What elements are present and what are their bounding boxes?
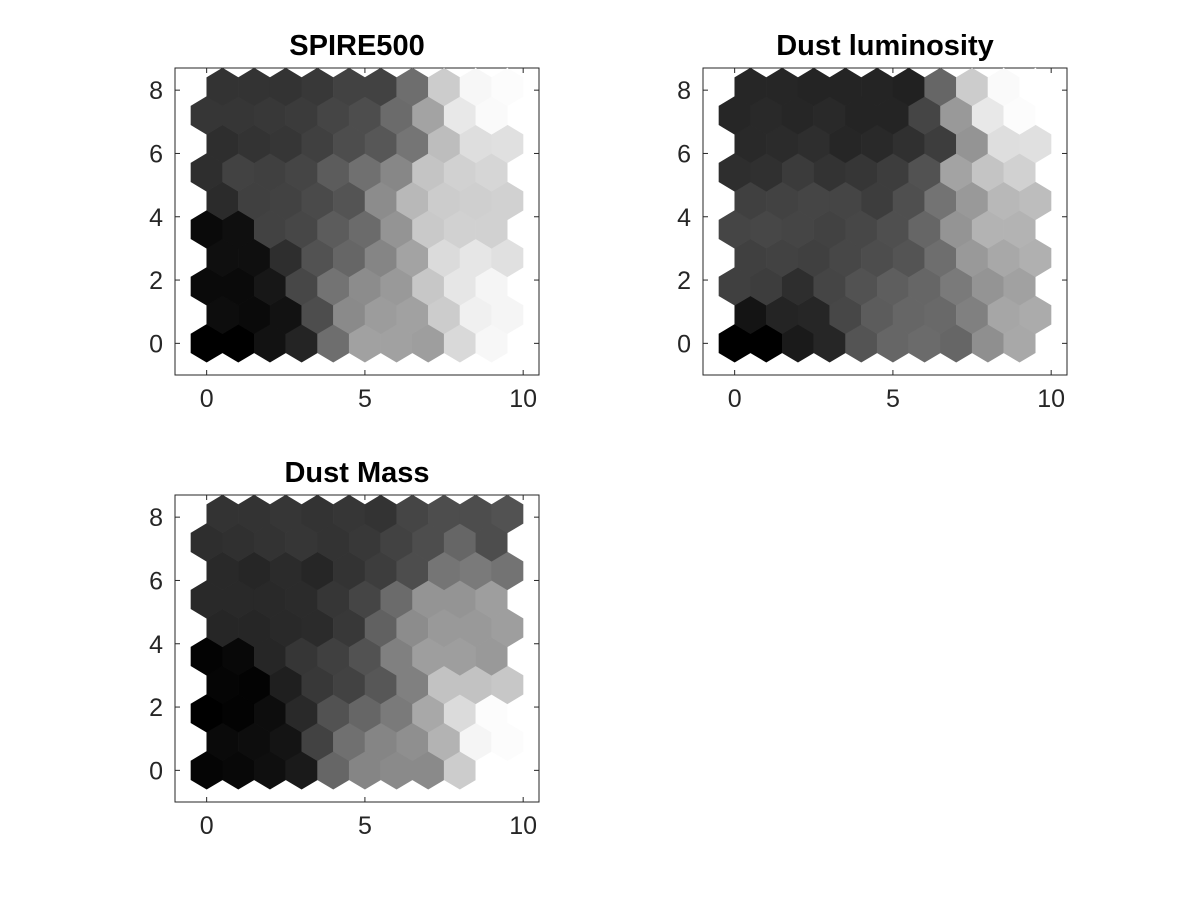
y-tick-label: 8 xyxy=(677,77,691,105)
y-tick-label: 4 xyxy=(677,204,691,232)
y-tick-label: 4 xyxy=(149,631,163,659)
x-tick-label: 5 xyxy=(886,385,900,413)
hex-grid xyxy=(191,68,524,363)
y-tick-label: 4 xyxy=(149,204,163,232)
chart-title: Dust luminosity xyxy=(776,30,994,62)
y-tick-label: 0 xyxy=(677,330,691,358)
y-tick-label: 0 xyxy=(149,757,163,785)
x-tick-label: 10 xyxy=(1037,385,1065,413)
y-tick-label: 8 xyxy=(149,504,163,532)
subplot-dust-mass: Dust Mass 0 5 10 0 2 4 6 8 xyxy=(149,457,539,840)
x-tick-label: 5 xyxy=(358,812,372,840)
y-tick-label: 6 xyxy=(149,567,163,595)
y-tick-label: 2 xyxy=(677,267,691,295)
subplot-dust-luminosity: Dust luminosity 0 5 10 0 2 4 6 8 xyxy=(677,30,1067,413)
x-tick-label: 0 xyxy=(200,812,214,840)
x-tick-label: 5 xyxy=(358,385,372,413)
y-tick-label: 8 xyxy=(149,77,163,105)
subplot-spire500: SPIRE500 0 5 10 0 2 4 6 8 xyxy=(149,30,539,413)
chart-title: Dust Mass xyxy=(284,457,429,489)
x-tick-label: 10 xyxy=(509,385,537,413)
x-tick-label: 10 xyxy=(509,812,537,840)
y-tick-label: 2 xyxy=(149,267,163,295)
x-tick-label: 0 xyxy=(200,385,214,413)
chart-title: SPIRE500 xyxy=(289,30,424,62)
hex-grid xyxy=(191,495,524,790)
y-tick-label: 6 xyxy=(149,140,163,168)
y-tick-label: 6 xyxy=(677,140,691,168)
y-tick-label: 2 xyxy=(149,694,163,722)
y-tick-label: 0 xyxy=(149,330,163,358)
hex-grid xyxy=(719,68,1052,363)
x-tick-label: 0 xyxy=(728,385,742,413)
